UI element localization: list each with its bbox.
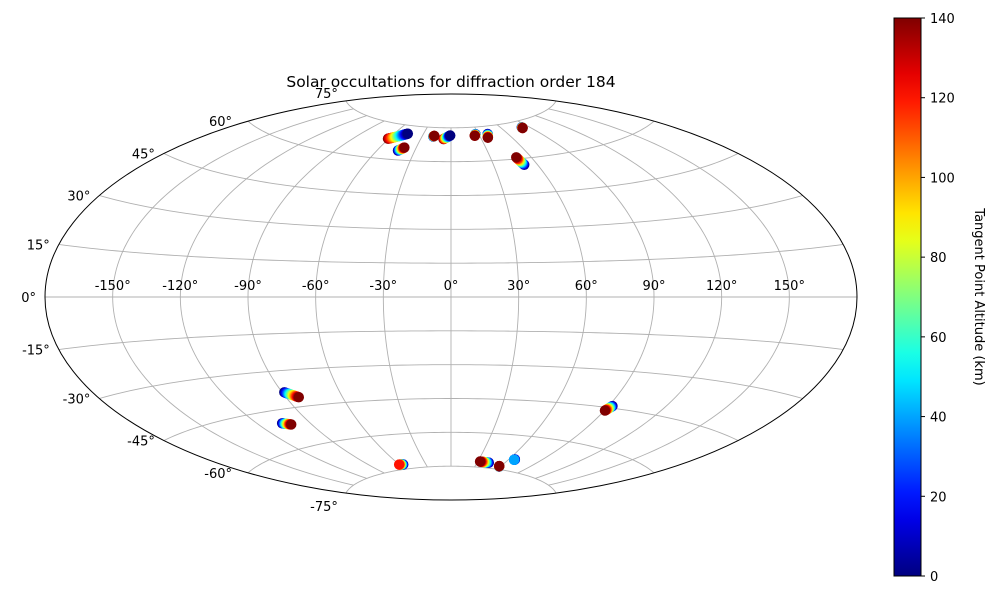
colorbar: 0 20 40 60 80 100 120 140 Tangent Point Altitud…: [893, 12, 986, 585]
latitude-tick-label: 75°: [315, 87, 338, 102]
longitude-tick-label: 30°: [507, 279, 530, 294]
occultation-point: [508, 454, 520, 466]
longitude-tick-label: 0°: [444, 279, 459, 294]
colorbar-tick-label: 60: [930, 331, 947, 346]
latitude-tick-label: 45°: [132, 148, 155, 163]
longitude-tick-labels: -150° -120° -90° -60° -30° 0° 30° 60° 90° 120° 150…: [95, 279, 805, 294]
meridian-gridline: [315, 124, 406, 470]
occultation-point: [482, 132, 494, 143]
occultation-point: [293, 392, 305, 403]
longitude-tick-label: -90°: [234, 279, 262, 294]
meridian-gridline: [382, 126, 428, 468]
occultation-point: [474, 456, 486, 467]
colorbar-label: Tangent Point Altitude (km): [971, 207, 986, 385]
parallel-gridline: [345, 465, 557, 494]
meridian-gridline: [474, 126, 520, 468]
latitude-tick-label: 60°: [209, 115, 232, 130]
latitude-tick-label: -15°: [22, 344, 50, 359]
grid-lines: [45, 100, 857, 494]
latitude-tick-label: 15°: [27, 239, 50, 254]
colorbar-tick-label: 80: [930, 251, 947, 266]
occultation-point: [393, 459, 405, 470]
meridian-gridline: [535, 115, 723, 479]
occultation-point: [511, 152, 522, 163]
occultation-point: [599, 405, 611, 416]
meridian-gridline: [548, 108, 790, 486]
map-boundary: [44, 93, 858, 501]
latitude-tick-label: 30°: [67, 190, 90, 205]
occultation-point: [402, 128, 414, 139]
longitude-tick-label: -60°: [302, 279, 330, 294]
meridian-gridline: [179, 115, 367, 479]
colorbar-ticks: 0 20 40 60 80 100 120 140: [921, 12, 955, 585]
colorbar-tick-label: 140: [930, 12, 955, 27]
occultation-point: [399, 142, 410, 153]
latitude-tick-labels: -75° -60° -45° -30° -15° 0° 15° 30° 45° 60° 75°: [21, 87, 338, 515]
longitude-tick-label: -30°: [369, 279, 397, 294]
longitude-tick-label: 90°: [642, 279, 665, 294]
colorbar-tick-label: 40: [930, 411, 947, 426]
longitude-tick-label: 150°: [774, 279, 805, 294]
meridian-gridline: [112, 108, 354, 486]
chart-title: Solar occultations for diffraction order…: [286, 73, 615, 91]
occultation-points: [276, 122, 618, 472]
occultation-point: [286, 419, 297, 430]
colorbar-tick-label: 100: [930, 171, 955, 186]
colorbar-tick-label: 20: [930, 490, 947, 505]
latitude-tick-label: -75°: [310, 500, 338, 515]
occultation-point: [445, 130, 456, 141]
meridian-gridline: [517, 120, 655, 474]
colorbar-tick-label: 0: [930, 570, 938, 585]
colorbar-tick-label: 120: [930, 92, 955, 107]
latitude-tick-label: -45°: [127, 435, 155, 450]
latitude-tick-label: 0°: [21, 291, 36, 306]
colorbar-gradient: [893, 17, 922, 577]
occultation-point: [469, 130, 480, 141]
occultation-point: [429, 130, 440, 142]
longitude-tick-label: -150°: [95, 279, 131, 294]
latitude-tick-label: -30°: [63, 393, 91, 408]
occultation-point: [494, 460, 505, 472]
latitude-tick-label: -60°: [204, 467, 232, 482]
meridian-gridline: [496, 124, 587, 470]
longitude-tick-label: 60°: [575, 279, 598, 294]
meridian-gridline: [247, 120, 385, 474]
longitude-tick-label: 120°: [706, 279, 737, 294]
longitude-tick-label: -120°: [162, 279, 198, 294]
occultation-point: [517, 122, 528, 134]
